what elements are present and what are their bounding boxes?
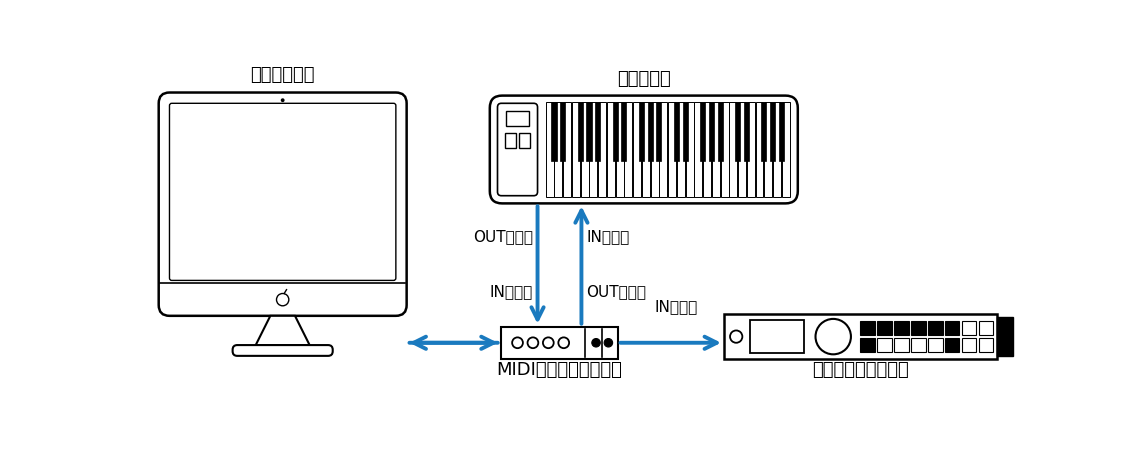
Bar — [616, 102, 624, 197]
Bar — [612, 102, 618, 161]
Text: MIDIインターフェイス: MIDIインターフェイス — [496, 361, 623, 379]
Polygon shape — [256, 316, 310, 345]
Bar — [738, 102, 746, 197]
Text: INポート: INポート — [490, 284, 533, 300]
Circle shape — [816, 319, 851, 354]
Bar — [911, 338, 926, 352]
Bar — [772, 102, 780, 197]
FancyBboxPatch shape — [490, 95, 797, 203]
FancyBboxPatch shape — [498, 103, 537, 196]
Bar — [580, 102, 588, 197]
Bar — [703, 102, 711, 197]
Bar — [560, 102, 566, 161]
Bar — [945, 321, 960, 336]
Bar — [860, 321, 875, 336]
FancyBboxPatch shape — [159, 93, 407, 316]
Bar — [545, 102, 553, 197]
Bar — [578, 102, 583, 161]
Bar — [979, 321, 993, 336]
Bar — [621, 102, 626, 161]
Bar — [945, 338, 960, 352]
Bar — [657, 102, 661, 161]
Bar — [633, 102, 641, 197]
Circle shape — [527, 338, 538, 348]
Bar — [607, 102, 615, 197]
Bar — [506, 132, 516, 148]
Text: INポート: INポート — [654, 299, 698, 314]
Bar — [782, 102, 790, 197]
Bar — [750, 320, 804, 353]
FancyBboxPatch shape — [169, 103, 395, 281]
Circle shape — [543, 338, 553, 348]
Bar — [674, 102, 679, 161]
Bar — [648, 102, 653, 161]
Bar — [761, 102, 767, 161]
Bar — [735, 102, 741, 161]
Bar — [718, 102, 722, 161]
Bar — [709, 102, 713, 161]
Text: OUTポート: OUTポート — [586, 284, 646, 300]
Bar — [770, 102, 775, 161]
Bar — [651, 102, 659, 197]
Bar — [625, 102, 633, 197]
Circle shape — [281, 98, 285, 102]
Bar — [694, 102, 702, 197]
Bar — [779, 102, 784, 161]
Bar — [877, 321, 892, 336]
Bar — [712, 102, 720, 197]
Bar — [962, 338, 977, 352]
Bar — [598, 102, 607, 197]
Bar — [928, 321, 943, 336]
Bar — [519, 132, 529, 148]
Bar — [551, 102, 557, 161]
Bar — [638, 102, 644, 161]
Bar — [928, 338, 943, 352]
Bar — [683, 102, 687, 161]
Text: キーボード: キーボード — [617, 69, 670, 88]
Bar — [685, 102, 693, 197]
Bar — [642, 102, 650, 197]
Bar — [997, 317, 1012, 356]
Bar — [755, 102, 763, 197]
Text: INポート: INポート — [586, 229, 629, 244]
Bar — [894, 338, 909, 352]
Bar — [668, 102, 676, 197]
Bar — [979, 338, 993, 352]
Circle shape — [604, 338, 612, 347]
Bar — [571, 102, 579, 197]
Bar — [877, 338, 892, 352]
Circle shape — [592, 338, 600, 347]
Text: コンピュータ: コンピュータ — [250, 66, 315, 84]
Bar — [724, 314, 997, 359]
Bar — [595, 102, 600, 161]
Bar — [744, 102, 749, 161]
Bar — [501, 326, 618, 359]
Bar — [962, 321, 977, 336]
Bar — [860, 338, 875, 352]
Text: OUTポート: OUTポート — [473, 229, 533, 244]
Bar — [765, 102, 772, 197]
Text: トーンジェネレータ: トーンジェネレータ — [812, 361, 909, 379]
Bar — [506, 111, 529, 126]
Circle shape — [730, 331, 742, 343]
Bar — [590, 102, 598, 197]
Bar — [554, 102, 562, 197]
Bar — [894, 321, 909, 336]
Bar — [720, 102, 728, 197]
Bar — [911, 321, 926, 336]
Bar — [563, 102, 571, 197]
Bar — [729, 102, 737, 197]
Circle shape — [512, 338, 523, 348]
FancyBboxPatch shape — [233, 345, 333, 356]
Bar — [659, 102, 667, 197]
Circle shape — [558, 338, 569, 348]
Bar — [586, 102, 592, 161]
Bar — [677, 102, 685, 197]
Bar — [746, 102, 754, 197]
Bar — [700, 102, 705, 161]
